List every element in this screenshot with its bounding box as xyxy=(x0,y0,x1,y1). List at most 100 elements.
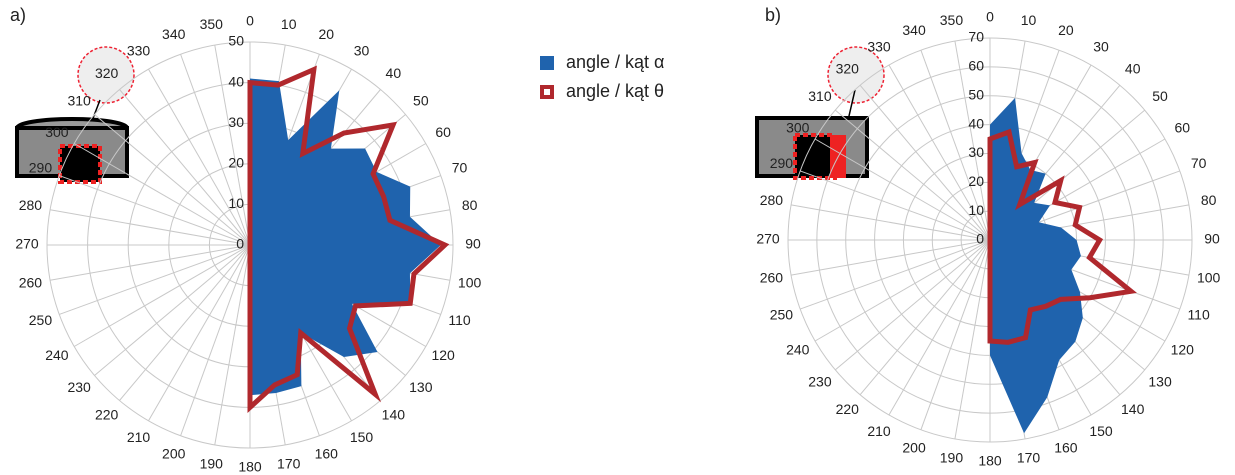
angle-label: 140 xyxy=(382,407,406,423)
angle-label: 330 xyxy=(127,43,151,59)
angle-label: 200 xyxy=(902,439,926,455)
angle-label: 50 xyxy=(1152,88,1168,104)
angle-label: 120 xyxy=(431,347,455,363)
angle-label: 270 xyxy=(15,236,39,252)
angle-label: 70 xyxy=(1191,155,1207,171)
angle-label: 160 xyxy=(315,445,339,461)
angle-label: 100 xyxy=(1197,269,1221,285)
angle-label: 180 xyxy=(978,453,1002,469)
spoke xyxy=(180,54,251,246)
spoke xyxy=(148,244,251,422)
spoke xyxy=(73,143,251,246)
angle-label: 230 xyxy=(67,379,91,395)
angle-label: 240 xyxy=(45,347,69,363)
panel-label: b) xyxy=(765,5,781,25)
angle-label: 290 xyxy=(29,159,53,175)
spoke xyxy=(920,239,991,430)
angle-label: 90 xyxy=(465,236,481,252)
spoke xyxy=(94,244,251,376)
angle-label: 80 xyxy=(1201,192,1217,208)
radial-tick-label: 0 xyxy=(236,236,244,252)
angle-label: 190 xyxy=(200,455,224,471)
angle-label: 280 xyxy=(19,197,43,213)
radial-tick-label: 0 xyxy=(976,231,984,247)
angle-label: 210 xyxy=(867,423,891,439)
angle-label: 80 xyxy=(462,197,478,213)
angle-label: 240 xyxy=(786,342,810,358)
angle-label: 10 xyxy=(281,16,297,32)
spoke xyxy=(834,109,991,241)
angle-label: 320 xyxy=(95,65,119,81)
spoke xyxy=(214,244,251,446)
angle-label: 220 xyxy=(95,407,119,423)
spoke xyxy=(954,40,991,241)
angle-label: 40 xyxy=(1125,61,1141,77)
angle-label: 100 xyxy=(458,274,482,290)
angle-label: 180 xyxy=(238,459,262,475)
spoke xyxy=(800,239,991,310)
spoke xyxy=(790,239,991,276)
angle-label: 10 xyxy=(1021,12,1037,28)
spoke xyxy=(920,50,991,241)
legend-swatch xyxy=(540,56,554,70)
angle-label: 0 xyxy=(986,9,994,25)
spoke xyxy=(148,68,251,246)
angle-label: 300 xyxy=(45,124,69,140)
angle-label: 170 xyxy=(1017,449,1041,465)
angle-label: 120 xyxy=(1171,342,1195,358)
angle-label: 130 xyxy=(1148,373,1172,389)
spoke xyxy=(954,239,991,440)
angle-label: 150 xyxy=(1089,423,1113,439)
radial-tick-label: 20 xyxy=(968,173,984,189)
angle-label: 170 xyxy=(277,455,301,471)
angle-label: 230 xyxy=(808,373,832,389)
spoke xyxy=(94,114,251,246)
spoke xyxy=(888,64,991,241)
sample-icon-a xyxy=(15,46,135,184)
spoke xyxy=(814,138,991,241)
angle-label: 210 xyxy=(127,429,151,445)
spoke xyxy=(59,244,251,315)
radial-tick-label: 70 xyxy=(968,29,984,45)
angle-label: 320 xyxy=(836,61,860,77)
angle-label: 110 xyxy=(1187,307,1210,323)
angle-label: 190 xyxy=(940,449,964,465)
angle-label: 90 xyxy=(1204,231,1220,247)
angle-label: 330 xyxy=(867,38,891,54)
angle-label: 130 xyxy=(409,379,433,395)
angle-label: 40 xyxy=(386,65,402,81)
angle-label: 0 xyxy=(246,13,254,29)
angle-label: 280 xyxy=(760,192,784,208)
angle-label: 260 xyxy=(760,269,784,285)
angle-label: 260 xyxy=(19,274,43,290)
angle-label: 290 xyxy=(770,155,794,171)
spoke xyxy=(49,244,251,281)
angle-label: 30 xyxy=(354,43,370,59)
spoke xyxy=(834,239,991,371)
angle-label: 270 xyxy=(756,231,780,247)
angle-label: 300 xyxy=(786,120,810,136)
angle-label: 310 xyxy=(67,92,91,108)
angle-label: 150 xyxy=(350,429,374,445)
radial-tick-label: 30 xyxy=(968,144,984,160)
angle-label: 70 xyxy=(452,159,468,175)
angle-label: 220 xyxy=(836,401,860,417)
legend-label: angle / kąt θ xyxy=(566,81,664,101)
spoke xyxy=(814,239,991,342)
spoke xyxy=(73,244,251,347)
radial-tick-label: 50 xyxy=(968,86,984,102)
series-line xyxy=(987,128,1137,345)
angle-label: 20 xyxy=(1058,22,1074,38)
angle-label: 250 xyxy=(770,307,794,323)
angle-label: 110 xyxy=(448,312,471,328)
radial-tick-label: 10 xyxy=(228,195,244,211)
radial-tick-label: 60 xyxy=(968,58,984,74)
angle-label: 350 xyxy=(200,16,224,32)
spoke xyxy=(859,239,991,396)
angle-label: 20 xyxy=(318,26,334,42)
angle-label: 50 xyxy=(413,92,429,108)
angle-label: 310 xyxy=(808,88,832,104)
angle-label: 200 xyxy=(162,445,186,461)
angle-label: 160 xyxy=(1054,439,1078,455)
spoke xyxy=(790,204,991,241)
